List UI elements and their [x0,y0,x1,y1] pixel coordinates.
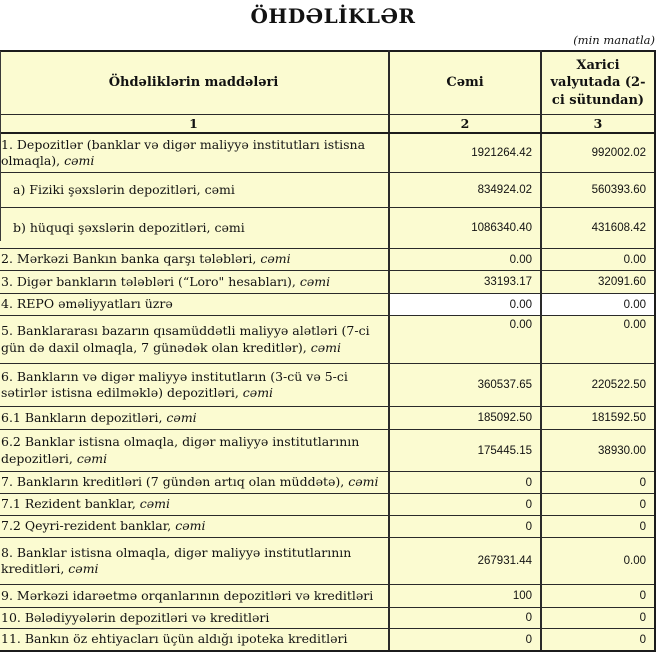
total-value: 0.00 [388,315,542,364]
row-label: 8. Banklar istisna olmaqla, digər maliyy… [0,537,390,585]
foreign-value: 38930.00 [540,429,656,472]
foreign-value: 32091.60 [540,270,656,294]
row-label-italic: cəmi [299,273,331,289]
row-label: 10. Bələdiyyələrin depozitləri və kredit… [0,607,390,629]
foreign-value: 181592.50 [540,406,656,430]
row-label: 6. Bankların və digər maliyyə institutla… [0,363,390,407]
table-row: 11. Bankın öz ehtiyacları üçün aldığı ip… [0,628,656,652]
table-row: 7.1 Rezident banklar, cəmi 0 0 [0,493,656,516]
row-label: 2. Mərkəzi Bankın banka qarşı tələbləri,… [0,248,390,271]
row-label: 7.1 Rezident banklar, cəmi [0,493,390,516]
liabilities-table: Öhdəliklərin maddələri Cəmi Xarici valyu… [0,50,656,652]
row-label: a) Fiziki şəxslərin depozitləri, cəmi [0,172,390,208]
table-row: 4. REPO əməliyyatları üzrə 0.00 0.00 [0,293,656,316]
table-row: 7. Bankların kreditləri (7 gündən artıq … [0,471,656,494]
row-label: 11. Bankın öz ehtiyacları üçün aldığı ip… [0,628,390,652]
row-label: 6.2 Banklar istisna olmaqla, digər maliy… [0,429,390,472]
foreign-value: 0.00 [540,293,656,316]
total-value: 33193.17 [388,270,542,294]
row-label: 7. Bankların kreditləri (7 gündən artıq … [0,471,390,494]
foreign-value: 0 [540,584,656,608]
foreign-value: 992002.02 [540,132,656,173]
col-header-items: Öhdəliklərin maddələri [0,50,390,115]
total-value: 360537.65 [388,363,542,407]
table-row: 1. Depozitlər (banklar və digər maliyyə … [0,132,656,173]
total-value: 100 [388,584,542,608]
col-number-3: 3 [540,114,656,134]
total-value: 0 [388,493,542,516]
foreign-value: 0 [540,493,656,516]
foreign-value: 0 [540,515,656,538]
table-row: 7.2 Qeyri-rezident banklar, cəmi 0 0 [0,515,656,538]
table-row: 5. Banklararası bazarın qısamüddətli mal… [0,315,656,364]
page-title: ÖHDƏLİKLƏR [250,4,416,28]
row-label-italic: cəmi [76,450,108,466]
table-row: 10. Bələdiyyələrin depozitləri və kredit… [0,607,656,629]
row-label: 6.1 Bankların depozitləri, cəmi [0,406,390,430]
row-label: 9. Mərkəzi idarəetmə orqanlarının depozi… [0,584,390,608]
table-row: b) hüquqi şəxslərin depozitləri, cəmi 10… [0,207,656,249]
table-row: 2. Mərkəzi Bankın banka qarşı tələbləri,… [0,248,656,271]
table-row: 6.2 Banklar istisna olmaqla, digər maliy… [0,429,656,472]
row-label-italic: cəmi [139,496,171,512]
foreign-value: 431608.42 [540,207,656,249]
foreign-value: 0.00 [540,248,656,271]
row-label-italic: cəmi [64,153,95,168]
row-label: 1. Depozitlər (banklar və digər maliyyə … [0,132,390,173]
row-label: 3. Digər bankların tələbləri (“Loro" hes… [0,270,390,294]
row-label: 5. Banklararası bazarın qısamüddətli mal… [0,315,390,364]
row-label: 4. REPO əməliyyatları üzrə [0,293,390,316]
row-label-italic: cəmi [175,518,206,534]
header-row: Öhdəliklərin maddələri Cəmi Xarici valyu… [0,50,656,115]
row-label-italic: cəmi [310,339,341,355]
foreign-value: 0 [540,471,656,494]
table-row: 6. Bankların və digər maliyyə institutla… [0,363,656,407]
table-header: Öhdəliklərin maddələri Cəmi Xarici valyu… [0,50,656,134]
total-value: 0 [388,607,542,629]
total-value: 0 [388,628,542,652]
total-value: 185092.50 [388,406,542,430]
total-value: 0 [388,471,542,494]
table-row: 8. Banklar istisna olmaqla, digər maliyy… [0,537,656,585]
foreign-value: 560393.60 [540,172,656,208]
col-header-total: Cəmi [388,50,542,115]
table-row: a) Fiziki şəxslərin depozitləri, cəmi 83… [0,172,656,208]
row-label: b) hüquqi şəxslərin depozitləri, cəmi [0,207,390,249]
foreign-value: 0.00 [540,315,656,364]
total-value: 834924.02 [388,172,542,208]
row-label-italic: cəmi [242,385,274,400]
table-left-border-artifact [0,51,1,241]
col-number-1: 1 [0,114,390,134]
col-number-2: 2 [388,114,542,134]
foreign-value: 0.00 [540,537,656,585]
table-row: 3. Digər bankların tələbləri (“Loro" hes… [0,270,656,294]
row-label-italic: cəmi [68,561,99,576]
table-row: 9. Mərkəzi idarəetmə orqanlarının depozi… [0,584,656,608]
total-value: 175445.15 [388,429,542,472]
foreign-value: 0 [540,607,656,629]
row-label-italic: cəmi [166,409,197,425]
unit-note: (min manatla) [573,33,655,47]
row-label: 7.2 Qeyri-rezident banklar, cəmi [0,515,390,538]
row-label-italic: cəmi [260,251,291,267]
total-value: 0.00 [388,293,542,316]
foreign-value: 0 [540,628,656,652]
foreign-value: 220522.50 [540,363,656,407]
total-value: 1921264.42 [388,132,542,173]
total-value: 0 [388,515,542,538]
column-number-row: 1 2 3 [0,114,656,134]
total-value: 1086340.40 [388,207,542,249]
total-value: 267931.44 [388,537,542,585]
table-body: 1. Depozitlər (banklar və digər maliyyə … [0,132,656,652]
total-value: 0.00 [388,248,542,271]
table-row: 6.1 Bankların depozitləri, cəmi 185092.5… [0,406,656,430]
row-label-italic: cəmi [348,474,379,490]
col-header-foreign-currency: Xarici valyutada (2-ci sütundan) [540,50,656,115]
